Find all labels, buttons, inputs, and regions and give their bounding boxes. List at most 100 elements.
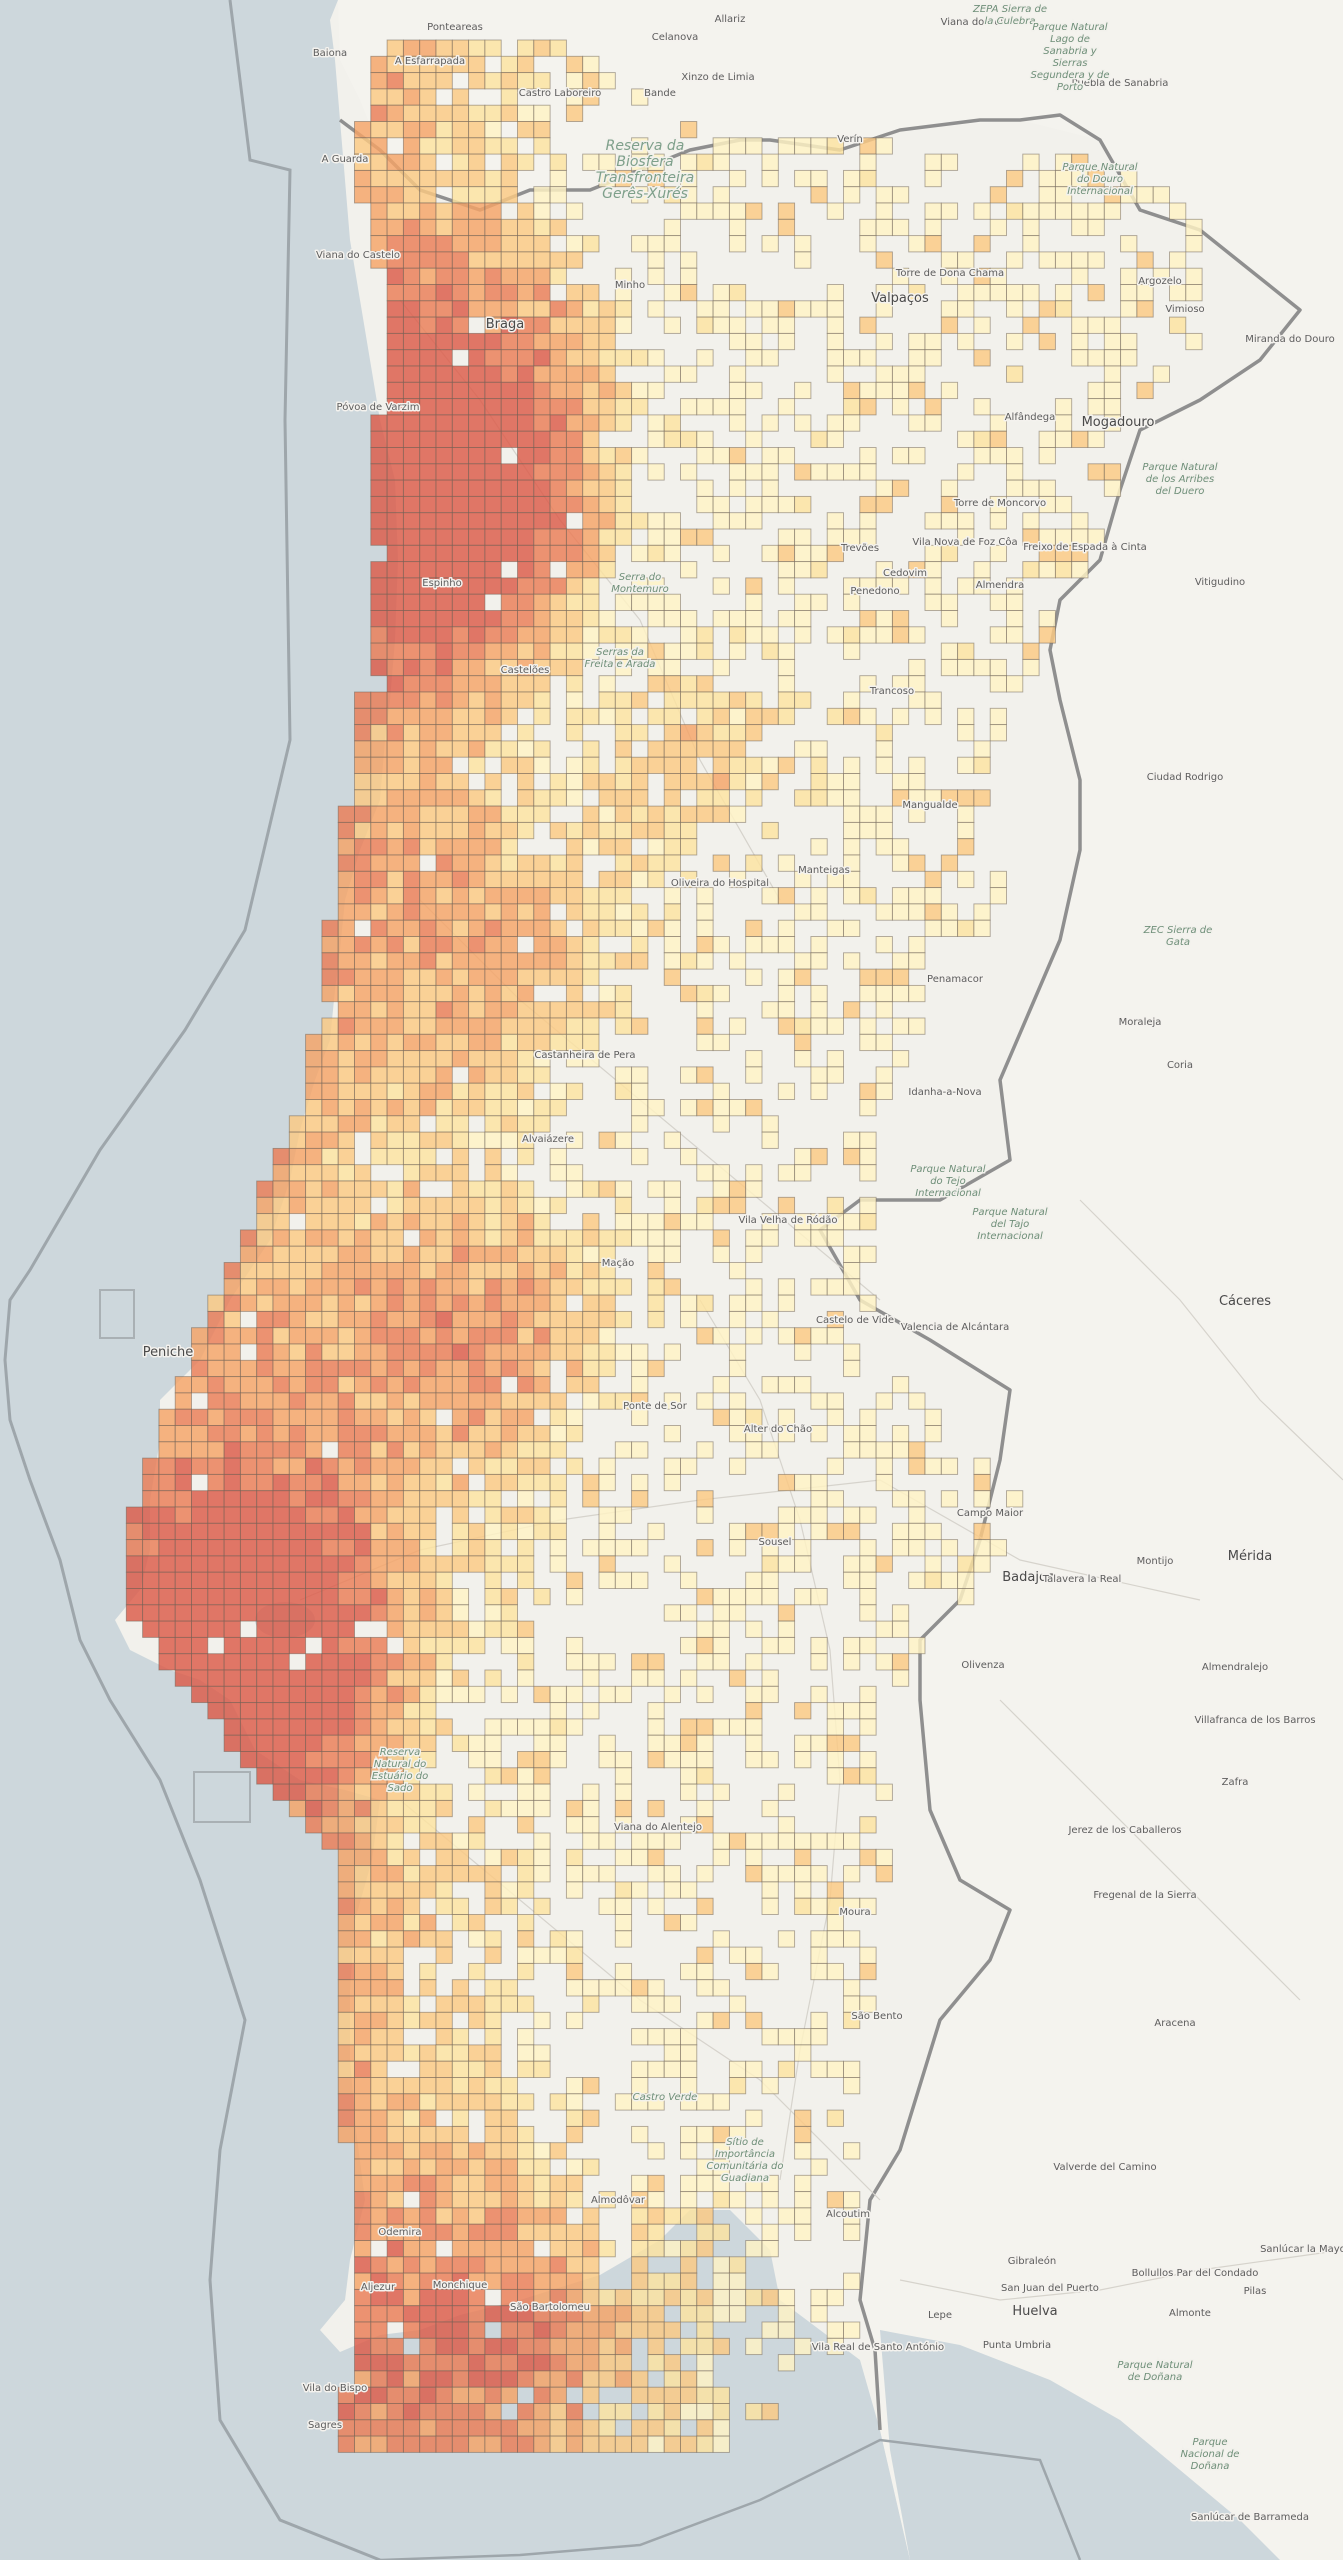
grid-cell[interactable] — [419, 1147, 437, 1166]
grid-cell[interactable] — [402, 1441, 421, 1459]
grid-cell[interactable] — [386, 121, 404, 139]
grid-cell[interactable] — [712, 658, 730, 677]
grid-cell[interactable] — [728, 805, 747, 823]
grid-cell[interactable] — [370, 952, 388, 970]
grid-cell[interactable] — [419, 1343, 437, 1361]
grid-cell[interactable] — [435, 2337, 453, 2356]
grid-cell[interactable] — [451, 2191, 470, 2209]
grid-cell[interactable] — [728, 332, 747, 351]
grid-cell[interactable] — [712, 2403, 730, 2421]
grid-cell[interactable] — [843, 773, 861, 791]
grid-cell[interactable] — [370, 88, 388, 106]
grid-cell[interactable] — [859, 1294, 877, 1312]
grid-cell[interactable] — [582, 2158, 600, 2176]
grid-cell[interactable] — [500, 756, 518, 774]
grid-cell[interactable] — [826, 1718, 844, 1736]
grid-cell[interactable] — [386, 1278, 404, 1296]
grid-cell[interactable] — [386, 610, 404, 628]
grid-cell[interactable] — [321, 1327, 339, 1345]
grid-cell[interactable] — [435, 854, 453, 872]
grid-cell[interactable] — [321, 1832, 339, 1850]
grid-cell[interactable] — [386, 1310, 404, 1329]
grid-cell[interactable] — [631, 1848, 649, 1867]
grid-cell[interactable] — [728, 740, 747, 758]
grid-cell[interactable] — [288, 1669, 307, 1687]
grid-cell[interactable] — [875, 1473, 893, 1492]
grid-cell[interactable] — [533, 251, 551, 269]
grid-cell[interactable] — [859, 1147, 877, 1166]
grid-cell[interactable] — [794, 1555, 812, 1573]
grid-cell[interactable] — [891, 968, 910, 986]
grid-cell[interactable] — [875, 610, 893, 628]
grid-cell[interactable] — [696, 724, 714, 742]
grid-cell[interactable] — [875, 756, 893, 774]
grid-cell[interactable] — [419, 1620, 437, 1638]
grid-cell[interactable] — [859, 349, 877, 367]
grid-cell[interactable] — [370, 2403, 388, 2421]
grid-cell[interactable] — [451, 1522, 470, 1541]
grid-cell[interactable] — [1071, 430, 1089, 448]
grid-cell[interactable] — [207, 1685, 225, 1704]
grid-cell[interactable] — [533, 2011, 551, 2030]
grid-cell[interactable] — [354, 1669, 372, 1687]
grid-cell[interactable] — [794, 1147, 812, 1166]
grid-cell[interactable] — [565, 332, 584, 351]
grid-cell[interactable] — [435, 267, 453, 285]
grid-cell[interactable] — [451, 153, 470, 171]
grid-cell[interactable] — [891, 952, 910, 970]
grid-cell[interactable] — [843, 1832, 861, 1850]
grid-cell[interactable] — [826, 1017, 844, 1035]
grid-cell[interactable] — [533, 1327, 551, 1345]
grid-cell[interactable] — [500, 2272, 518, 2290]
grid-cell[interactable] — [370, 1441, 388, 1459]
grid-cell[interactable] — [680, 870, 698, 889]
grid-cell[interactable] — [810, 1082, 828, 1100]
grid-cell[interactable] — [614, 724, 633, 742]
grid-cell[interactable] — [631, 1653, 649, 1671]
grid-cell[interactable] — [565, 1571, 584, 1589]
grid-cell[interactable] — [500, 919, 518, 937]
grid-cell[interactable] — [207, 1425, 225, 1443]
grid-cell[interactable] — [354, 952, 372, 970]
grid-cell[interactable] — [207, 1620, 225, 1638]
grid-cell[interactable] — [1006, 463, 1024, 481]
grid-cell[interactable] — [680, 1099, 698, 1117]
grid-cell[interactable] — [549, 1702, 567, 1720]
grid-cell[interactable] — [859, 707, 877, 726]
grid-cell[interactable] — [1087, 202, 1105, 220]
grid-cell[interactable] — [419, 740, 437, 758]
grid-cell[interactable] — [142, 1604, 160, 1622]
grid-cell[interactable] — [500, 1457, 518, 1475]
grid-cell[interactable] — [435, 1066, 453, 1084]
grid-cell[interactable] — [435, 561, 453, 579]
grid-cell[interactable] — [370, 707, 388, 726]
grid-cell[interactable] — [305, 1506, 323, 1524]
grid-cell[interactable] — [468, 952, 486, 970]
grid-cell[interactable] — [745, 1327, 763, 1345]
grid-cell[interactable] — [875, 1457, 893, 1475]
grid-cell[interactable] — [973, 561, 991, 579]
grid-cell[interactable] — [517, 2240, 535, 2258]
grid-cell[interactable] — [728, 642, 747, 660]
grid-cell[interactable] — [533, 1245, 551, 1263]
grid-cell[interactable] — [565, 544, 584, 563]
grid-cell[interactable] — [370, 1832, 388, 1850]
grid-cell[interactable] — [957, 463, 975, 481]
grid-cell[interactable] — [1038, 561, 1056, 579]
grid-cell[interactable] — [517, 805, 535, 823]
grid-cell[interactable] — [435, 1555, 453, 1573]
grid-cell[interactable] — [712, 153, 730, 171]
grid-cell[interactable] — [500, 887, 518, 905]
grid-cell[interactable] — [402, 593, 421, 611]
grid-cell[interactable] — [419, 984, 437, 1003]
grid-cell[interactable] — [451, 1147, 470, 1166]
grid-cell[interactable] — [256, 1669, 274, 1687]
grid-cell[interactable] — [174, 1506, 192, 1524]
grid-cell[interactable] — [337, 1930, 355, 1948]
grid-cell[interactable] — [484, 1881, 502, 1899]
grid-cell[interactable] — [142, 1588, 160, 1606]
grid-cell[interactable] — [891, 365, 910, 383]
grid-cell[interactable] — [647, 2060, 665, 2078]
grid-cell[interactable] — [1038, 202, 1056, 220]
grid-cell[interactable] — [1022, 479, 1040, 497]
